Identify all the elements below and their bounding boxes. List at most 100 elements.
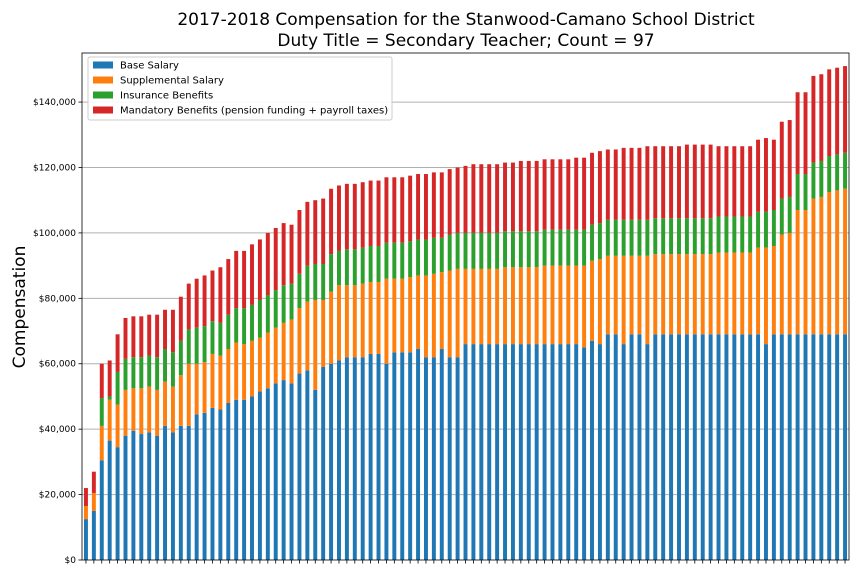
bar-segment-insurance-benefits (835, 154, 840, 191)
bar-segment-base-salary (835, 334, 840, 560)
bar-segment-insurance-benefits (629, 219, 634, 256)
bar-segment-insurance-benefits (692, 218, 697, 255)
bar-segment-mandatory-benefits (352, 183, 357, 250)
bar-segment-base-salary (487, 344, 492, 560)
y-tick-label: $100,000 (33, 229, 76, 239)
bars (83, 66, 848, 564)
bar-segment-mandatory-benefits (629, 147, 634, 220)
bar-segment-mandatory-benefits (99, 363, 104, 399)
bar-segment-supplemental-salary (827, 192, 832, 335)
bar-segment-mandatory-benefits (510, 162, 515, 232)
bar-segment-mandatory-benefits (400, 177, 405, 243)
bar-segment-base-salary (732, 334, 737, 560)
y-tick-label: $120,000 (33, 163, 76, 173)
bar-segment-mandatory-benefits (463, 165, 468, 233)
bar-segment-supplemental-salary (653, 254, 658, 335)
bar-segment-mandatory-benefits (344, 183, 349, 250)
bar-segment-mandatory-benefits (384, 177, 389, 243)
bar-segment-base-salary (692, 334, 697, 560)
bar-segment-insurance-benefits (787, 196, 792, 233)
bar-segment-base-salary (352, 357, 357, 560)
legend-swatch (93, 76, 113, 84)
bar-segment-insurance-benefits (408, 241, 413, 278)
bar-segment-base-salary (431, 357, 436, 560)
bar-segment-base-salary (653, 334, 658, 560)
bar-segment-insurance-benefits (779, 198, 784, 235)
bar-segment-mandatory-benefits (692, 144, 697, 219)
bar-segment-base-salary (811, 334, 816, 560)
bar-segment-supplemental-salary (273, 327, 278, 384)
bar-segment-base-salary (139, 434, 144, 560)
bar-segment-mandatory-benefits (431, 172, 436, 238)
bar-segment-insurance-benefits (242, 308, 247, 345)
bar-segment-base-salary (771, 334, 776, 560)
bar-segment-supplemental-salary (605, 255, 610, 335)
bar-segment-mandatory-benefits (139, 316, 144, 358)
bar-segment-mandatory-benefits (708, 144, 713, 219)
bar-segment-base-salary (155, 435, 160, 560)
bar-segment-insurance-benefits (447, 234, 452, 271)
bar-segment-insurance-benefits (273, 290, 278, 328)
y-tick-label: $40,000 (39, 425, 76, 435)
y-axis-label: Compensation (10, 246, 30, 369)
bar-segment-mandatory-benefits (376, 180, 381, 246)
bar-segment-insurance-benefits (597, 223, 602, 260)
bar-segment-mandatory-benefits (329, 188, 334, 255)
bar-segment-base-salary (605, 334, 610, 560)
bar-segment-supplemental-salary (202, 362, 207, 413)
bar-segment-insurance-benefits (147, 355, 152, 387)
bar-segment-supplemental-salary (242, 344, 247, 400)
bar-segment-insurance-benefits (566, 229, 571, 266)
bar-segment-mandatory-benefits (447, 169, 452, 235)
bar-segment-mandatory-benefits (210, 270, 215, 322)
bar-segment-supplemental-salary (495, 268, 500, 345)
bar-segment-mandatory-benefits (550, 159, 555, 230)
bar-segment-supplemental-salary (779, 234, 784, 335)
legend-label: Supplemental Salary (120, 76, 224, 87)
bar-segment-insurance-benefits (558, 229, 563, 266)
bar-segment-insurance-benefits (455, 232, 460, 269)
bar-segment-supplemental-salary (756, 247, 761, 335)
bar-segment-mandatory-benefits (677, 146, 681, 219)
bar-segment-base-salary (590, 340, 594, 560)
bar-segment-supplemental-salary (408, 277, 413, 353)
bar-segment-insurance-benefits (463, 232, 468, 269)
bar-segment-insurance-benefits (716, 216, 721, 253)
bar-segment-insurance-benefits (684, 218, 689, 255)
bar-segment-insurance-benefits (795, 174, 800, 211)
bar-segment-base-salary (313, 389, 318, 560)
bar-segment-mandatory-benefits (408, 175, 413, 242)
bar-segment-mandatory-benefits (771, 139, 776, 211)
bar-segment-supplemental-salary (431, 273, 436, 358)
bar-segment-insurance-benefits (700, 218, 705, 255)
bar-segment-insurance-benefits (732, 216, 737, 253)
bar-segment-base-salary (163, 425, 168, 560)
bar-segment-base-salary (471, 344, 476, 560)
bar-segment-mandatory-benefits (732, 146, 737, 217)
bar-segment-mandatory-benefits (534, 160, 539, 232)
y-tick-label: $80,000 (39, 294, 76, 304)
bar-segment-mandatory-benefits (91, 471, 96, 493)
bar-segment-mandatory-benefits (740, 146, 745, 217)
bar-segment-supplemental-salary (684, 254, 689, 335)
bar-segment-mandatory-benefits (250, 244, 254, 305)
bar-segment-mandatory-benefits (558, 159, 563, 230)
legend-label: Mandatory Benefits (pension funding + pa… (120, 106, 388, 117)
legend-swatch (93, 91, 113, 99)
bar-segment-supplemental-salary (748, 252, 753, 335)
bar-segment-insurance-benefits (550, 229, 555, 266)
bar-segment-insurance-benefits (337, 250, 341, 286)
bar-segment-supplemental-salary (700, 254, 705, 335)
bar-segment-insurance-benefits (123, 358, 128, 390)
bar-segment-mandatory-benefits (637, 147, 642, 220)
bar-segment-base-salary (843, 334, 848, 560)
bar-segment-mandatory-benefits (700, 144, 705, 219)
bar-segment-base-salary (613, 334, 618, 560)
legend-box (87, 56, 393, 121)
bar-segment-insurance-benefits (542, 229, 547, 266)
bar-segment-base-salary (716, 334, 721, 560)
bar-segment-mandatory-benefits (479, 164, 484, 233)
bar-segment-supplemental-salary (740, 252, 745, 335)
bar-segment-mandatory-benefits (226, 259, 231, 315)
bar-segment-base-salary (107, 440, 112, 560)
